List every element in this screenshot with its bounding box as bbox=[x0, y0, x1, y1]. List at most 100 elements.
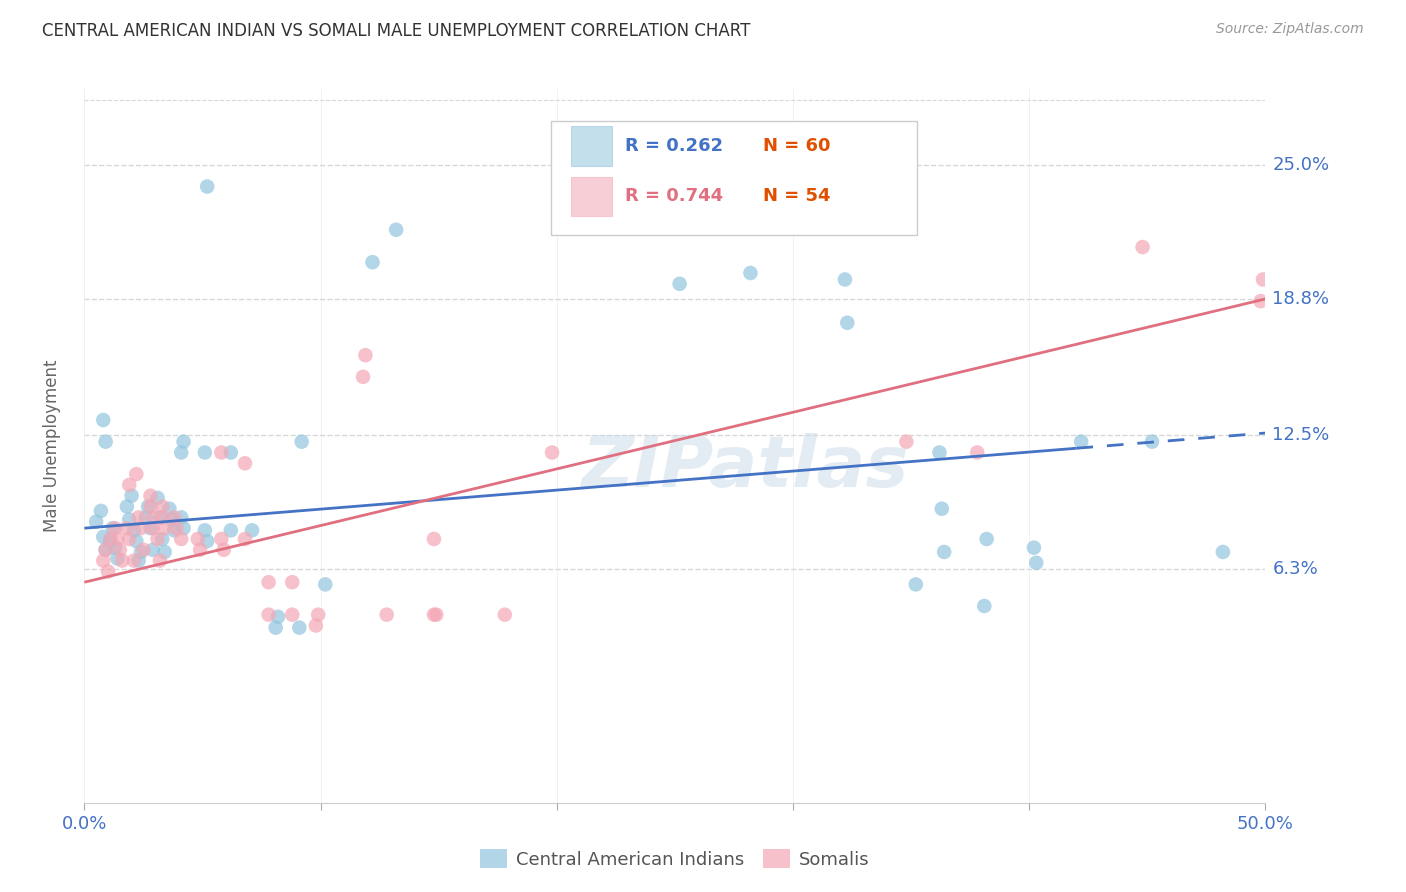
Point bbox=[139, 521, 162, 535]
Point bbox=[97, 565, 120, 579]
Point bbox=[160, 512, 183, 526]
Text: N = 60: N = 60 bbox=[763, 137, 831, 155]
Text: CENTRAL AMERICAN INDIAN VS SOMALI MALE UNEMPLOYMENT CORRELATION CHART: CENTRAL AMERICAN INDIAN VS SOMALI MALE U… bbox=[42, 22, 751, 40]
Point bbox=[1025, 556, 1047, 570]
Point bbox=[976, 532, 998, 546]
Point bbox=[494, 607, 516, 622]
Point bbox=[166, 521, 188, 535]
Point bbox=[146, 532, 169, 546]
Text: R = 0.744: R = 0.744 bbox=[626, 187, 724, 205]
Point bbox=[423, 532, 446, 546]
Point bbox=[149, 553, 172, 567]
Point bbox=[118, 478, 141, 492]
Text: N = 54: N = 54 bbox=[763, 187, 831, 205]
Point bbox=[288, 621, 311, 635]
Point bbox=[108, 542, 131, 557]
Point bbox=[129, 521, 152, 535]
Point bbox=[94, 542, 117, 557]
Point bbox=[101, 521, 124, 535]
Point bbox=[107, 551, 129, 566]
Point bbox=[281, 607, 304, 622]
Point bbox=[153, 521, 176, 535]
Point bbox=[173, 434, 195, 449]
FancyBboxPatch shape bbox=[551, 121, 917, 235]
Point bbox=[170, 510, 193, 524]
Text: ZIPatlas: ZIPatlas bbox=[582, 433, 910, 502]
Point bbox=[354, 348, 377, 362]
Point bbox=[115, 500, 138, 514]
Point bbox=[195, 179, 218, 194]
Point bbox=[121, 489, 143, 503]
Point bbox=[834, 272, 856, 286]
Point bbox=[264, 621, 287, 635]
Point bbox=[904, 577, 927, 591]
Point bbox=[209, 532, 232, 546]
Point bbox=[257, 575, 280, 590]
Point bbox=[194, 445, 217, 459]
Text: R = 0.262: R = 0.262 bbox=[626, 137, 724, 155]
Bar bbox=[571, 177, 612, 216]
Point bbox=[1022, 541, 1045, 555]
Point bbox=[187, 532, 209, 546]
Point bbox=[267, 610, 290, 624]
Point bbox=[128, 510, 150, 524]
Point bbox=[966, 445, 988, 459]
Point bbox=[128, 553, 150, 567]
Point bbox=[1251, 272, 1274, 286]
Point bbox=[173, 521, 195, 535]
Point bbox=[195, 534, 218, 549]
Y-axis label: Male Unemployment: Male Unemployment bbox=[42, 359, 60, 533]
Point bbox=[129, 545, 152, 559]
Point bbox=[122, 524, 145, 538]
Point bbox=[973, 599, 995, 613]
Point bbox=[136, 500, 159, 514]
Point bbox=[837, 316, 859, 330]
Point bbox=[91, 553, 114, 567]
Point bbox=[98, 534, 121, 549]
Point bbox=[118, 512, 141, 526]
Point bbox=[135, 510, 157, 524]
Point bbox=[139, 489, 162, 503]
Point bbox=[1212, 545, 1234, 559]
Point bbox=[307, 607, 329, 622]
Point bbox=[139, 500, 162, 514]
Point bbox=[209, 445, 232, 459]
Text: 12.5%: 12.5% bbox=[1272, 426, 1330, 444]
Point bbox=[291, 434, 314, 449]
Point bbox=[305, 618, 328, 632]
Point bbox=[541, 445, 564, 459]
Point bbox=[111, 553, 134, 567]
Point bbox=[740, 266, 762, 280]
Point bbox=[142, 542, 165, 557]
Point bbox=[104, 541, 127, 555]
Point bbox=[98, 532, 121, 546]
Point bbox=[91, 413, 114, 427]
Point bbox=[170, 532, 193, 546]
Point bbox=[132, 542, 155, 557]
Point bbox=[219, 524, 242, 538]
Point bbox=[219, 445, 242, 459]
Point bbox=[896, 434, 918, 449]
Point bbox=[163, 510, 186, 524]
Point bbox=[281, 575, 304, 590]
Point bbox=[188, 542, 211, 557]
Point bbox=[240, 524, 263, 538]
Point bbox=[170, 445, 193, 459]
Point bbox=[153, 545, 176, 559]
Point bbox=[1070, 434, 1092, 449]
Point bbox=[163, 524, 186, 538]
Point bbox=[94, 434, 117, 449]
Point bbox=[1132, 240, 1154, 254]
Point bbox=[314, 577, 336, 591]
Point bbox=[1140, 434, 1163, 449]
Text: 18.8%: 18.8% bbox=[1272, 290, 1330, 308]
Point bbox=[425, 607, 447, 622]
Point bbox=[194, 524, 217, 538]
Text: 6.3%: 6.3% bbox=[1272, 560, 1319, 578]
Point bbox=[375, 607, 398, 622]
Text: 25.0%: 25.0% bbox=[1272, 156, 1330, 174]
Point bbox=[212, 542, 235, 557]
Point bbox=[1250, 294, 1272, 309]
Point bbox=[150, 500, 173, 514]
Point bbox=[361, 255, 384, 269]
